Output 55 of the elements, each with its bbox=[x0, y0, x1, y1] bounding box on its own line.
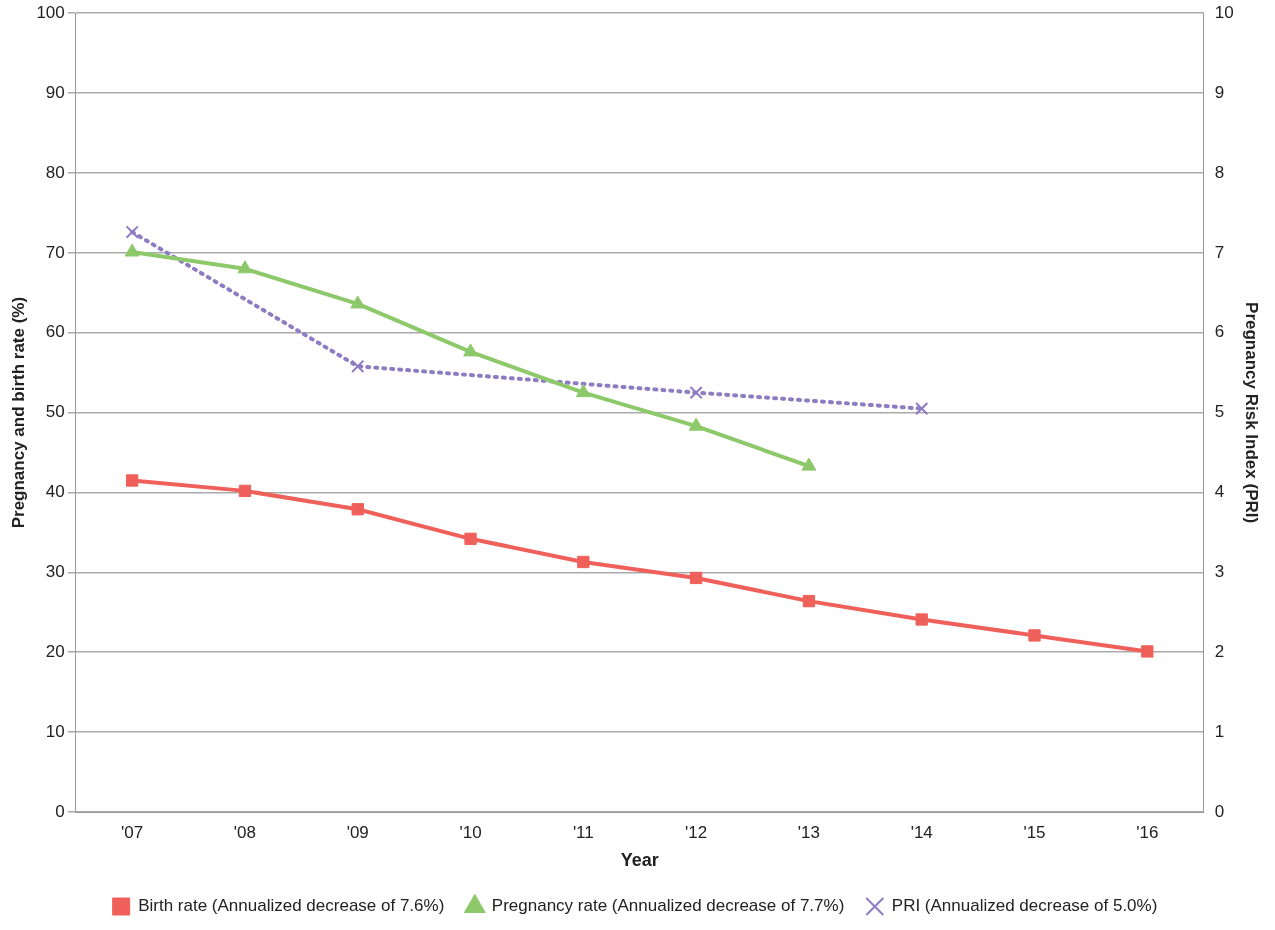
point bbox=[238, 484, 252, 498]
point bbox=[915, 613, 928, 626]
point bbox=[237, 260, 253, 274]
y2-tick-label: 5 bbox=[1214, 402, 1225, 422]
x-tick-label: '07 bbox=[121, 822, 144, 842]
point bbox=[1141, 645, 1154, 658]
point bbox=[464, 532, 477, 545]
y2-tick-label: 1 bbox=[1214, 721, 1225, 741]
y-tick-label: 80 bbox=[45, 162, 65, 182]
x-tick-label: '14 bbox=[910, 822, 933, 842]
point bbox=[350, 295, 366, 309]
y-tick-label: 10 bbox=[45, 721, 65, 741]
y-tick-label: 70 bbox=[45, 242, 65, 262]
point bbox=[351, 503, 364, 516]
y2-tick-label: 9 bbox=[1214, 82, 1225, 102]
y2-tick-label: 0 bbox=[1214, 801, 1225, 821]
x-tick-label: '16 bbox=[1136, 822, 1159, 842]
y-tick-label: 100 bbox=[36, 2, 65, 22]
y-axis-title: Pregnancy and birth rate (%) bbox=[8, 296, 28, 529]
x-tick-label: '10 bbox=[459, 822, 482, 842]
point bbox=[124, 243, 140, 257]
y2-tick-label: 10 bbox=[1214, 2, 1234, 22]
x-tick-label: '09 bbox=[346, 822, 369, 842]
x-tick-label: '13 bbox=[797, 822, 820, 842]
y2-tick-label: 7 bbox=[1214, 242, 1225, 262]
point bbox=[126, 474, 139, 487]
point bbox=[801, 457, 817, 471]
point bbox=[463, 343, 478, 357]
y-tick-label: 50 bbox=[45, 402, 65, 422]
x-tick-label: '15 bbox=[1023, 822, 1046, 842]
y2-tick-label: 6 bbox=[1214, 322, 1225, 342]
x-axis-title: Year bbox=[620, 850, 659, 871]
x-tick-label: '11 bbox=[572, 822, 594, 842]
y2-axis-title: Pregnancy Risk Index (PRI) bbox=[1242, 302, 1262, 524]
y-tick-label: 40 bbox=[45, 482, 65, 502]
y-tick-label: 60 bbox=[45, 322, 65, 342]
point bbox=[688, 417, 704, 431]
legend-label: PRI (Annualized decrease of 5.0%) bbox=[891, 896, 1158, 916]
y2-tick-label: 3 bbox=[1214, 562, 1225, 582]
point bbox=[577, 555, 590, 569]
y2-tick-label: 2 bbox=[1214, 641, 1225, 661]
legend-label: Birth rate (Annualized decrease of 7.6%) bbox=[138, 896, 445, 916]
legend-label: Pregnancy rate (Annualized decrease of 7.7%) bbox=[491, 896, 845, 916]
x-tick-label: '08 bbox=[233, 822, 257, 842]
y2-tick-label: 4 bbox=[1214, 482, 1225, 502]
point bbox=[575, 384, 591, 398]
point bbox=[689, 571, 703, 585]
y-tick-label: 0 bbox=[55, 801, 65, 821]
y-tick-label: 20 bbox=[45, 641, 65, 661]
point bbox=[802, 594, 816, 608]
y2-tick-label: 8 bbox=[1214, 162, 1225, 182]
point bbox=[1028, 629, 1041, 642]
x-tick-label: '12 bbox=[685, 822, 708, 842]
y-tick-label: 90 bbox=[45, 82, 65, 102]
y-tick-label: 30 bbox=[45, 562, 65, 582]
